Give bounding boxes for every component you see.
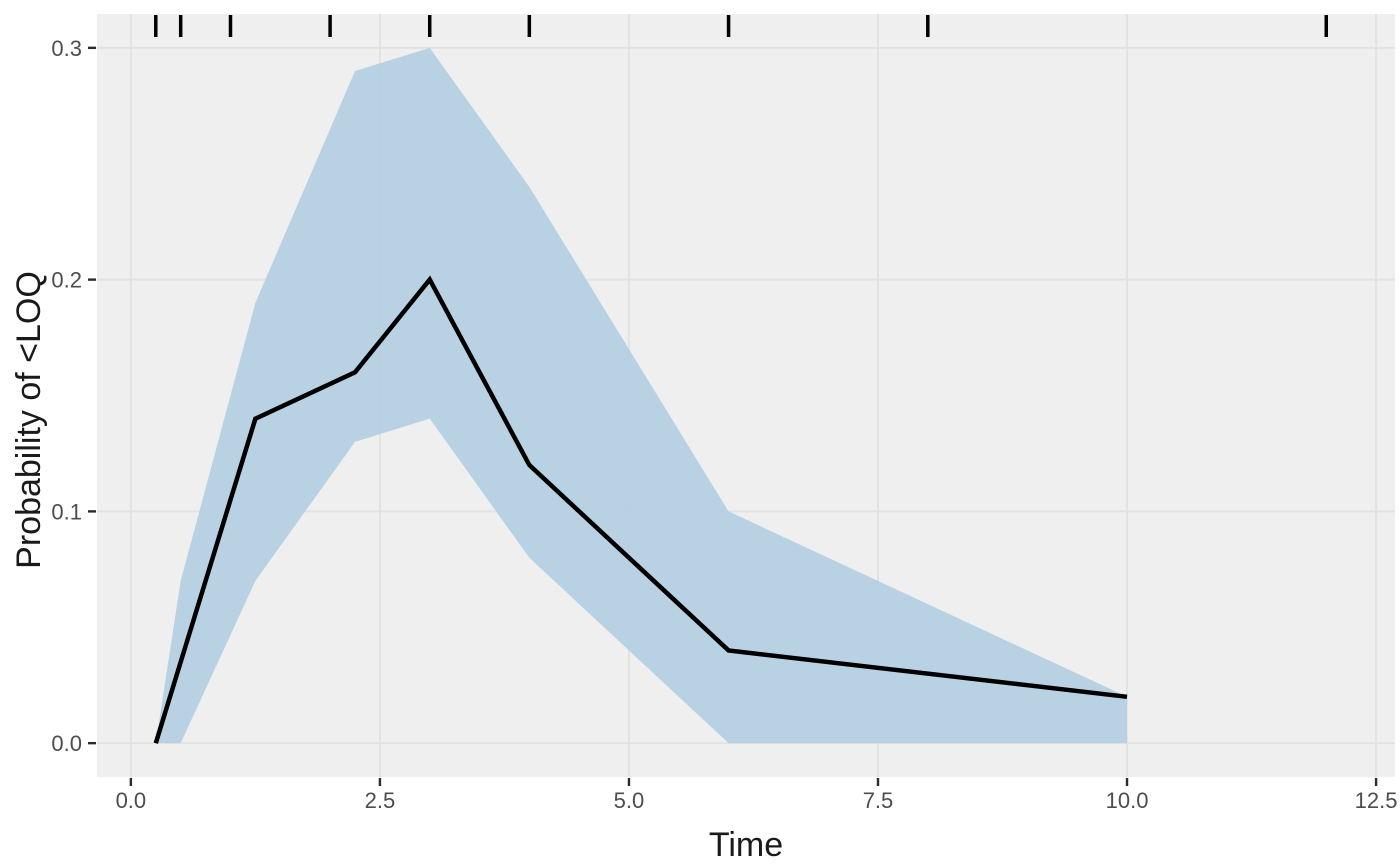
x-tick-label: 0.0: [116, 788, 147, 813]
x-axis-title: Time: [709, 826, 783, 864]
y-tick-label: 0.0: [51, 731, 82, 756]
x-tick-label: 10.0: [1106, 788, 1149, 813]
y-axis-title: Probability of <LOQ: [10, 271, 48, 569]
x-tick-label: 2.5: [365, 788, 396, 813]
median-probability-line: [153, 275, 1128, 744]
rug-marks: [154, 15, 1329, 37]
median-line: [153, 275, 1128, 744]
y-tick-label: 0.1: [51, 499, 82, 524]
confidence-interval-ribbon: [155, 47, 1128, 744]
axes: 0.0 2.5 5.0 7.5 10.0 12.5 0.0 0.1 0.2 0.3: [51, 36, 1397, 813]
x-tick-label: 5.0: [614, 788, 645, 813]
x-tick-label: 7.5: [863, 788, 894, 813]
ci-ribbon: [155, 47, 1128, 744]
x-tick-label: 12.5: [1355, 788, 1398, 813]
y-tick-label: 0.2: [51, 268, 82, 293]
y-tick-label: 0.3: [51, 36, 82, 61]
